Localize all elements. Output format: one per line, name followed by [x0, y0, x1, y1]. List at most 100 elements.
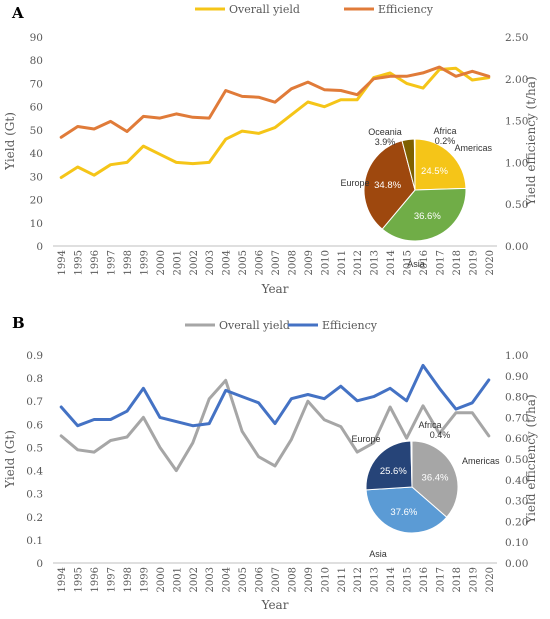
y-right-tick-label: 0.70 — [505, 412, 528, 424]
x-tick-label: 1999 — [139, 567, 150, 592]
x-tick-label: 2010 — [320, 567, 331, 592]
pie-category-label: Americas — [462, 456, 500, 466]
pie-slice-americas — [414, 138, 467, 191]
x-tick-label: 1998 — [123, 567, 134, 592]
pie-slice-europe — [365, 440, 413, 491]
x-tick-label: 2014 — [386, 250, 397, 275]
x-tick-label: 2002 — [189, 567, 200, 592]
pie-slice-africa — [410, 440, 413, 488]
x-tick-label: 2012 — [353, 250, 364, 275]
y-tick-label: 0.8 — [26, 373, 43, 385]
pie-value-label: 0.2% — [435, 136, 456, 146]
pie-chart: 24.5% 36.6% 34.8% Americas Asia Europe Oceania… — [340, 126, 492, 269]
series-line-overall-yield — [59, 378, 491, 473]
x-tick-label: 2015 — [403, 567, 414, 592]
x-tick-label: 2019 — [468, 250, 479, 275]
x-tick-label: 2018 — [452, 250, 463, 275]
pie-value-label: 36.6% — [414, 211, 441, 222]
y-tick-label: 80 — [30, 55, 43, 67]
x-tick-label: 1994 — [57, 250, 68, 275]
x-tick-label: 1996 — [90, 567, 101, 592]
x-tick-label: 2010 — [320, 250, 331, 275]
pie-category-label: Asia — [369, 549, 387, 559]
x-tick-label: 1999 — [139, 250, 150, 275]
x-tick-label: 2004 — [222, 250, 233, 275]
x-axis-title: Year — [261, 282, 289, 296]
x-tick-label: 2019 — [468, 567, 479, 592]
y-tick-label: 60 — [30, 102, 43, 114]
pie-value-label: 25.6% — [380, 466, 407, 477]
pie-category-label: Oceania — [368, 127, 402, 137]
y-right-tick-label: 0.80 — [505, 392, 528, 404]
y-tick-label: 0.3 — [26, 489, 43, 501]
y-axis-title: Yield (Gt) — [3, 112, 17, 171]
pie-slice-asia — [365, 486, 448, 534]
y-right-axis-title: Yield efficiency (t/ha) — [524, 76, 538, 206]
chart-panel-b: B Overall yield Efficiency 0 0.1 0.2 0.3 0.4 0.5… — [3, 314, 538, 612]
x-tick-label: 2005 — [238, 250, 249, 275]
y-tick-label: 0.9 — [26, 350, 43, 362]
x-tick-label: 2020 — [485, 567, 496, 592]
pie-slice-europe — [363, 140, 416, 230]
pie-category-label: Africa — [418, 420, 441, 430]
x-tick-label: 1995 — [74, 250, 85, 275]
y-tick-label: 0.6 — [26, 419, 43, 431]
series-line-overall-yield — [59, 66, 491, 179]
x-axis-title: Year — [261, 598, 289, 612]
pie-category-label: Americas — [454, 143, 492, 153]
x-tick-label: 2018 — [452, 567, 463, 592]
x-tick-label: 2015 — [403, 250, 414, 275]
y-axis-title: Yield (Gt) — [3, 430, 17, 489]
y-right-tick-label: 0.50 — [505, 454, 528, 466]
legend-label: Overall yield — [229, 3, 300, 16]
y-tick-label: 50 — [30, 125, 43, 137]
x-tick-label: 1997 — [107, 250, 118, 275]
pie-category-label: Europe — [340, 178, 369, 188]
pie-value-label: 37.6% — [390, 507, 417, 518]
y-right-tick-label: 0.40 — [505, 475, 528, 487]
x-tick-label: 2016 — [419, 567, 430, 592]
pie-slice-asia — [381, 187, 467, 242]
x-tick-label: 2013 — [370, 250, 381, 275]
y-right-tick-label: 0.50 — [505, 199, 528, 211]
x-tick-label: 1995 — [74, 567, 85, 592]
x-tick-label: 2001 — [172, 567, 183, 592]
y-right-tick-label: 0.20 — [505, 516, 528, 528]
x-tick-label: 2000 — [156, 250, 167, 275]
y-tick-label: 30 — [30, 171, 43, 183]
x-tick-label: 2001 — [172, 250, 183, 275]
x-tick-label: 2016 — [419, 250, 430, 275]
pie-value-label: 36.4% — [422, 473, 449, 484]
panel-label: A — [11, 4, 24, 22]
x-tick-label: 2000 — [156, 567, 167, 592]
x-tick-label: 1994 — [57, 567, 68, 592]
x-tick-label: 2017 — [435, 567, 446, 592]
pie-value-label: 24.5% — [421, 166, 448, 177]
y-right-tick-label: 0.30 — [505, 496, 528, 508]
y-tick-label: 0.7 — [26, 396, 43, 408]
y-tick-label: 0.2 — [26, 512, 43, 524]
y-right-tick-label: 0.60 — [505, 433, 528, 445]
y-right-tick-label: 0.00 — [505, 241, 528, 253]
x-tick-label: 2017 — [435, 250, 446, 275]
x-tick-label: 2003 — [205, 250, 216, 275]
y-right-tick-label: 1.50 — [505, 116, 528, 128]
y-tick-label: 20 — [30, 195, 43, 207]
y-right-tick-label: 2.00 — [505, 74, 528, 86]
x-tick-label: 2011 — [337, 250, 348, 275]
x-tick-label: 2006 — [255, 567, 266, 592]
x-tick-label: 2014 — [386, 567, 397, 592]
y-right-axis-title: Yield efficiency (t/ha) — [524, 394, 538, 524]
pie-slice-africa — [413, 138, 416, 191]
y-right-tick-label: 1.00 — [505, 350, 528, 362]
x-tick-label: 1998 — [123, 250, 134, 275]
x-tick-label: 2009 — [304, 567, 315, 592]
panel-label: B — [12, 314, 25, 332]
x-tick-label: 2012 — [353, 567, 364, 592]
y-tick-label: 40 — [30, 148, 43, 160]
pie-value-label: 0.4% — [430, 430, 451, 440]
series-line-efficiency — [59, 363, 491, 428]
pie-category-label: Asia — [407, 259, 425, 269]
y-tick-label: 0 — [36, 241, 43, 253]
